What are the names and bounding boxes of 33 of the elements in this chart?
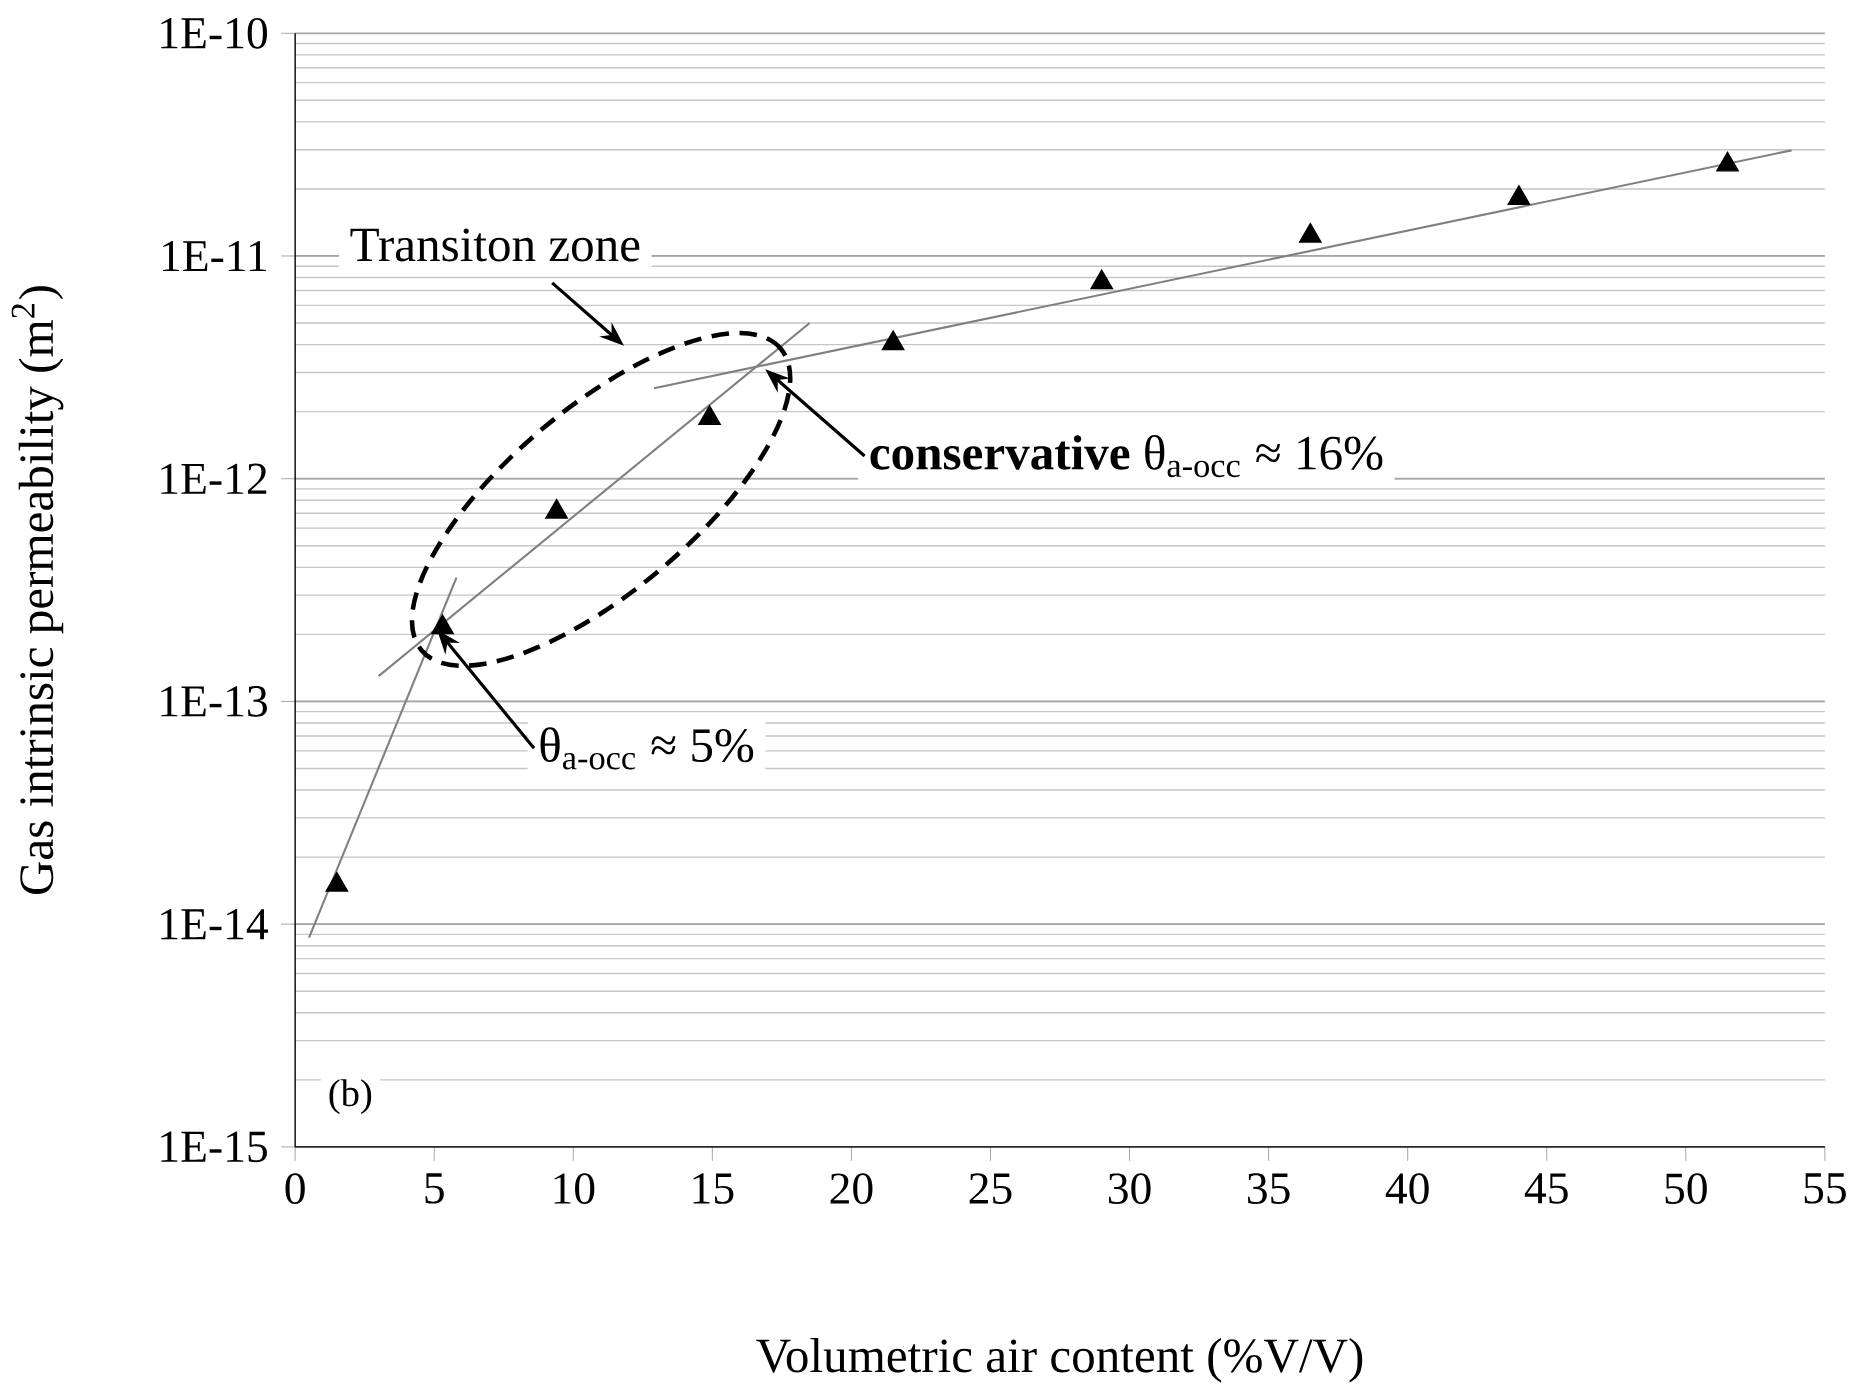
x-tick-label: 45 — [1524, 1173, 1568, 1204]
point — [1507, 185, 1531, 205]
point — [881, 330, 905, 351]
x-tick-label: 35 — [1248, 1173, 1290, 1204]
point — [545, 498, 568, 519]
x-axis-title: Volumetric air content (%V/V) — [756, 1337, 1363, 1383]
x-tick-label: 5 — [425, 1173, 444, 1204]
annotation: conservative θ$_{a-occ}$ ≈ 16% — [870, 434, 1383, 478]
y-tick-label: 1E-10 — [161, 17, 267, 49]
x-tick-label: 40 — [1385, 1173, 1429, 1205]
x-tick-label: 25 — [969, 1173, 1012, 1204]
point — [431, 614, 454, 635]
y-tick-label: 1E-12 — [161, 463, 267, 494]
annotation: Transiton zone — [350, 228, 640, 262]
y-tick-label: 1E-11 — [163, 240, 267, 271]
point — [1298, 222, 1322, 243]
annotation: θ$_{a-occ}$ ≈ 5% — [540, 727, 754, 770]
x-tick-label: 30 — [1108, 1173, 1151, 1205]
annotation: (b) — [329, 1079, 372, 1115]
point — [1716, 151, 1739, 172]
x-tick-label: 10 — [554, 1173, 595, 1205]
point — [698, 405, 721, 425]
y-tick-label: 1E-14 — [161, 909, 269, 940]
x-tick-label: 15 — [693, 1173, 734, 1204]
y-axis-title: Gas intrinsic permeability (m$^{2}$) — [11, 286, 64, 895]
x-tick-label: 55 — [1804, 1173, 1846, 1204]
point — [1090, 269, 1114, 290]
point — [325, 871, 349, 892]
x-tick-label: 50 — [1665, 1173, 1707, 1205]
y-tick-label: 1E-15 — [161, 1131, 267, 1163]
x-tick-label: 0 — [285, 1173, 305, 1205]
x-tick-label: 20 — [830, 1173, 873, 1205]
y-tick-label: 1E-13 — [161, 686, 267, 717]
